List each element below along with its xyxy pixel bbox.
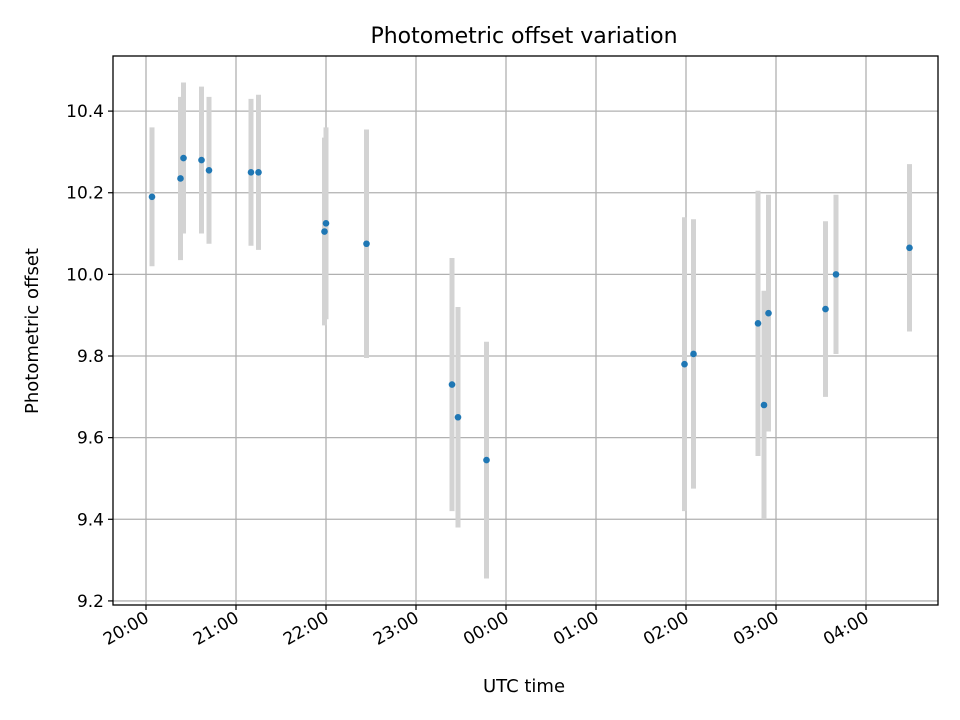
data-point bbox=[681, 360, 688, 368]
y-tick-label: 10.4 bbox=[66, 102, 104, 122]
x-tick-label: 22:00 bbox=[280, 608, 332, 650]
x-tick-label: 04:00 bbox=[820, 608, 872, 650]
y-tick-label: 9.8 bbox=[77, 347, 104, 367]
plot-frame bbox=[112, 55, 939, 606]
data-point bbox=[906, 244, 913, 252]
y-tick-label: 10.0 bbox=[66, 265, 104, 285]
y-axis-label: Photometric offset bbox=[22, 248, 43, 414]
data-point bbox=[180, 154, 187, 162]
y-tick-label: 9.2 bbox=[77, 592, 104, 612]
data-point bbox=[690, 350, 697, 358]
data-point bbox=[822, 305, 829, 313]
data-point bbox=[754, 320, 762, 327]
error-bars bbox=[149, 82, 912, 579]
data-point bbox=[321, 228, 328, 235]
data-point bbox=[198, 156, 205, 164]
x-tick-label: 20:00 bbox=[100, 608, 152, 650]
x-axis-ticks: 20:00 21:00 22:00 23:00 00:00 01:00 02:00 03:00… bbox=[100, 605, 873, 650]
x-tick-label: 02:00 bbox=[640, 608, 692, 650]
data-point bbox=[765, 309, 772, 317]
data-point bbox=[148, 193, 156, 201]
data-point bbox=[454, 413, 462, 421]
data-point bbox=[483, 456, 490, 464]
y-axis-ticks: 9.2 9.4 9.6 9.8 10.0 10.2 10.4 bbox=[66, 102, 113, 612]
data-points bbox=[148, 154, 913, 464]
y-tick-label: 9.6 bbox=[77, 429, 104, 449]
x-axis-label: UTC time bbox=[483, 676, 565, 697]
data-point bbox=[448, 381, 456, 388]
data-point bbox=[832, 271, 840, 278]
x-tick-label: 23:00 bbox=[370, 608, 422, 650]
y-tick-label: 9.4 bbox=[77, 510, 104, 530]
chart-title: Photometric offset variation bbox=[370, 24, 677, 49]
data-point bbox=[205, 166, 213, 174]
data-point bbox=[363, 240, 370, 248]
x-tick-label: 01:00 bbox=[550, 608, 602, 650]
data-point bbox=[322, 220, 330, 227]
x-tick-label: 03:00 bbox=[730, 608, 782, 650]
x-tick-label: 00:00 bbox=[460, 608, 512, 650]
data-point bbox=[177, 175, 184, 182]
x-tick-label: 21:00 bbox=[190, 608, 242, 650]
y-tick-label: 10.2 bbox=[66, 184, 104, 204]
data-point bbox=[255, 169, 262, 176]
data-point bbox=[760, 401, 768, 409]
grid bbox=[113, 56, 938, 605]
data-point bbox=[247, 169, 255, 176]
